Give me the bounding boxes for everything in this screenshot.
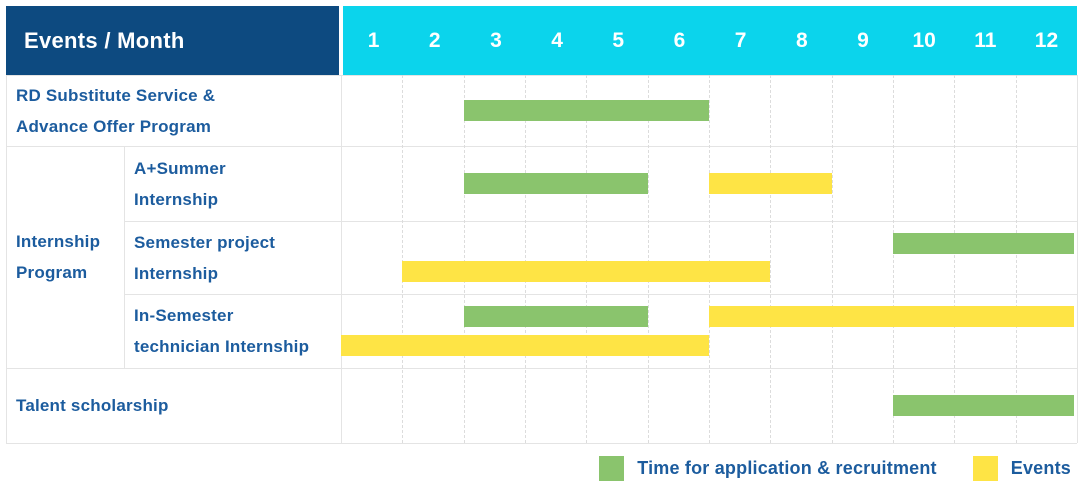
row-label-in-semester-technician-internship-text: In-Semester <box>134 306 234 325</box>
month-grid-line <box>954 75 955 443</box>
month-grid-line <box>1016 75 1017 443</box>
month-header-cell: 10 <box>912 28 936 52</box>
row-label-talent-scholarship-text: Talent scholarship <box>16 396 169 415</box>
row-label-in-semester-technician-internship: In-Semester technician Internship <box>124 294 341 368</box>
month-header-cell: 8 <box>795 28 808 52</box>
month-grid-line <box>402 75 403 443</box>
month-header-cell: 11 <box>974 28 997 52</box>
row-border <box>6 75 1077 76</box>
month-grid-line <box>525 75 526 443</box>
month-header-cell: 9 <box>857 28 869 52</box>
row-border <box>6 368 1077 369</box>
recruitment-legend-swatch-icon <box>599 455 625 481</box>
group-label-internship-program-text: Internship <box>16 232 101 251</box>
month-grid-line <box>770 75 771 443</box>
row-label-rd-substitute-service-text: RD Substitute Service & <box>16 85 216 105</box>
gantt-bar-events <box>402 260 771 282</box>
table-right-border <box>1077 75 1078 443</box>
corner-header: Events / Month <box>6 6 339 75</box>
group-label-internship-program: Internship Program <box>6 146 124 368</box>
month-grid-line <box>586 75 587 443</box>
row-border <box>124 294 1077 295</box>
month-header-cell: 1 <box>367 28 380 52</box>
row-label-semester-project-internship: Semester project Internship <box>124 221 341 294</box>
gantt-bar-events <box>341 334 709 356</box>
events-legend-swatch-icon <box>972 455 998 481</box>
month-header-cell: 4 <box>551 28 563 52</box>
months-header: 1 2 3 4 5 6 7 8 9 10 11 12 <box>343 6 1077 75</box>
gantt-bar-events <box>709 173 832 194</box>
legend-label-recruitment: Time for application & recruitment <box>637 457 937 478</box>
month-header-cell: 12 <box>1034 28 1059 52</box>
month-grid-line <box>709 75 710 443</box>
gantt-bar-application-recruitment <box>463 306 648 328</box>
row-label-semester-project-internship-text: Internship <box>134 263 219 283</box>
month-grid-line <box>893 75 894 443</box>
row-border <box>124 221 1077 222</box>
month-header-cell: 7 <box>734 28 747 52</box>
label-grid-divider <box>341 75 342 443</box>
row-label-rd-substitute-service: RD Substitute Service & Advance Offer Pro… <box>6 75 341 146</box>
gantt-bar-application-recruitment <box>463 173 648 194</box>
row-label-talent-scholarship: Talent scholarship <box>6 368 341 443</box>
gantt-bar-events <box>709 306 1074 328</box>
month-header-cell: 2 <box>428 28 441 52</box>
row-label-a-plus-summer-internship-text: A+Summer <box>134 158 226 178</box>
gantt-bar-application-recruitment <box>893 395 1074 416</box>
row-label-in-semester-technician-internship-text: technician Internship <box>134 337 310 356</box>
month-grid-line <box>464 75 465 443</box>
table-bottom-border <box>6 443 1077 444</box>
legend-label-events: Events <box>1010 457 1071 478</box>
month-header-cell: 5 <box>612 28 625 52</box>
corner-header-label: Events / Month <box>24 27 185 53</box>
month-grid-line <box>648 75 649 443</box>
row-label-a-plus-summer-internship: A+Summer Internship <box>124 146 341 221</box>
month-grid-line <box>832 75 833 443</box>
row-border <box>6 146 1077 147</box>
month-header-cell: 6 <box>673 28 686 52</box>
gantt-bar-application-recruitment <box>893 233 1074 255</box>
group-column-divider <box>124 146 125 368</box>
month-header-cell: 3 <box>490 28 502 52</box>
row-label-semester-project-internship-text: Semester project <box>134 232 276 252</box>
legend: Time for application & recruitment Event… <box>0 450 1071 486</box>
gantt-bar-application-recruitment <box>463 100 709 121</box>
table-left-border <box>6 75 7 443</box>
row-label-a-plus-summer-internship-text: Internship <box>134 189 219 209</box>
row-label-rd-substitute-service-text: Advance Offer Program <box>16 116 212 136</box>
group-label-internship-program-text: Program <box>16 263 88 282</box>
